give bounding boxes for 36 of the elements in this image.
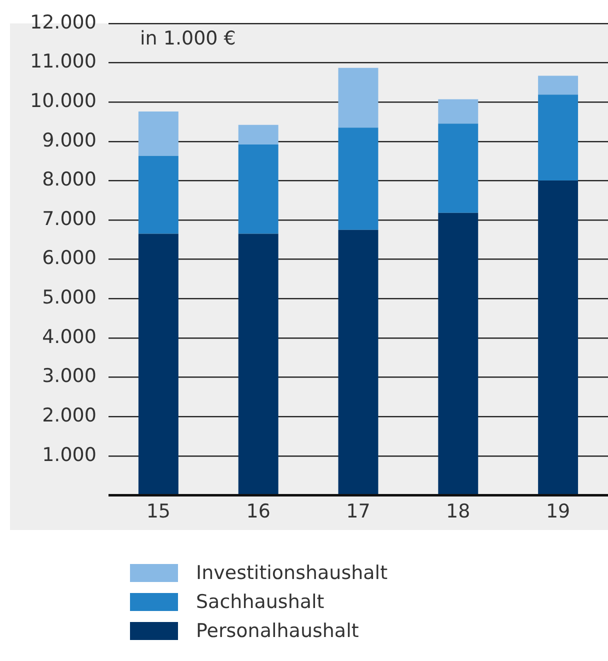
annotation: in 1.000 €: [140, 27, 236, 50]
y-tick-label: 5.000: [42, 286, 96, 309]
y-tick-label: 10.000: [30, 90, 96, 112]
x-tick-label: 16: [246, 500, 270, 523]
bar: [138, 156, 178, 234]
bar: [438, 212, 478, 494]
x-tick-label: 18: [446, 500, 470, 523]
bar: [538, 94, 578, 181]
bar: [238, 124, 278, 144]
bar: [138, 111, 178, 156]
bar: [238, 144, 278, 234]
bar: [338, 68, 378, 128]
y-tick-label: 1.000: [42, 444, 96, 466]
bar: [538, 76, 578, 95]
legend-label: Investitionshaushalt: [196, 562, 388, 584]
bar: [338, 230, 378, 494]
bar: [438, 124, 478, 213]
bar: [438, 99, 478, 124]
y-tick-label: 11.000: [30, 50, 96, 73]
y-tick-label: 4.000: [42, 326, 96, 348]
y-tick-label: 3.000: [42, 365, 96, 388]
x-tick-label: 17: [346, 500, 370, 523]
legend-label: Personalhaushalt: [196, 620, 359, 642]
bar: [238, 234, 278, 494]
x-tick-label: 19: [546, 500, 570, 523]
bar: [538, 180, 578, 494]
bar: [138, 234, 178, 494]
y-tick-label: 2.000: [42, 404, 96, 427]
y-tick-label: 9.000: [42, 129, 96, 152]
y-tick-label: 7.000: [42, 208, 96, 230]
y-tick-label: 12.000: [30, 11, 96, 34]
bar: [338, 128, 378, 230]
legend-label: Sachhaushalt: [196, 590, 324, 612]
x-tick-label: 15: [146, 500, 171, 523]
y-tick-label: 6.000: [42, 247, 96, 270]
y-tick-label: 8.000: [42, 168, 96, 191]
